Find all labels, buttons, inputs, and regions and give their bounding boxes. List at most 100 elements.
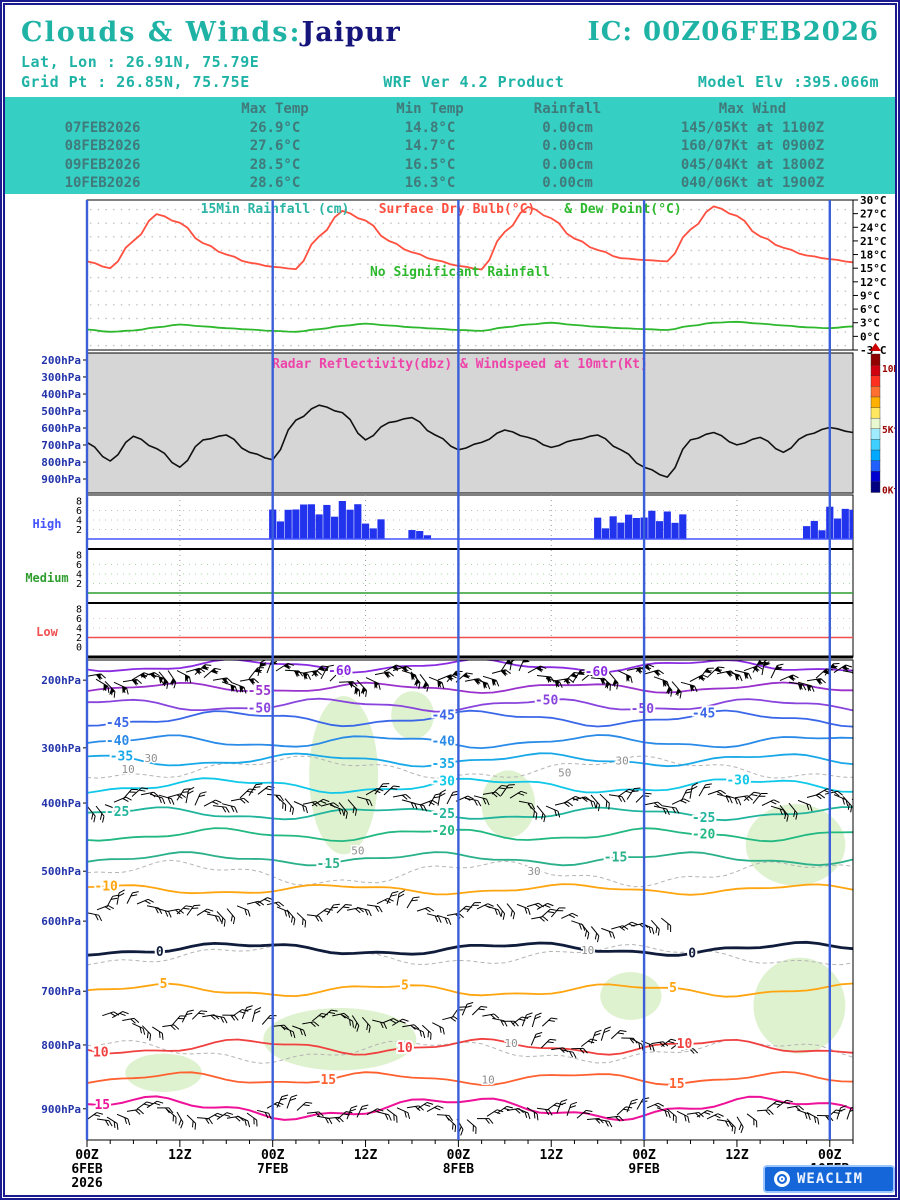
svg-text:6: 6: [76, 506, 82, 517]
svg-text:No Significant Rainfall: No Significant Rainfall: [370, 265, 550, 280]
svg-text:8: 8: [76, 605, 82, 616]
weaclim-logo-icon: [774, 1171, 790, 1187]
svg-text:5: 5: [669, 981, 677, 996]
svg-text:900hPa: 900hPa: [41, 473, 81, 486]
svg-text:High: High: [33, 517, 62, 531]
svg-text:6FEB: 6FEB: [71, 1162, 102, 1177]
table-cell: 28.6°C: [249, 175, 301, 191]
svg-text:8FEB: 8FEB: [443, 1162, 474, 1177]
svg-text:12Z: 12Z: [168, 1148, 192, 1163]
table-cell: 045/04Kt at 1800Z: [680, 156, 825, 173]
svg-text:21°C: 21°C: [860, 235, 887, 248]
svg-text:-35: -35: [110, 749, 133, 764]
svg-text:2: 2: [76, 633, 82, 644]
svg-text:10: 10: [677, 1037, 693, 1052]
svg-text:30°C: 30°C: [860, 195, 887, 207]
svg-text:15: 15: [94, 1098, 110, 1113]
svg-text:-60: -60: [585, 665, 609, 680]
init-condition-label: IC: 00Z06FEB2026: [587, 17, 879, 47]
table-cell: 07FEB2026: [64, 119, 141, 136]
table-header-cell: Max Wind: [718, 101, 787, 117]
svg-text:30: 30: [527, 865, 540, 878]
weaclim-logo: WEACLIM: [763, 1165, 895, 1193]
svg-text:10: 10: [581, 944, 594, 957]
page-title: Clouds & Winds:: [21, 17, 302, 48]
svg-text:12°C: 12°C: [860, 276, 887, 289]
table-cell: 16.3°C: [404, 175, 456, 191]
svg-text:10: 10: [481, 1073, 494, 1086]
svg-text:6: 6: [76, 560, 82, 571]
svg-text:300hPa: 300hPa: [41, 742, 81, 755]
panel-radar-wind: Radar Reflectivity(dbz) & Windspeed at 1…: [41, 343, 895, 497]
svg-text:50: 50: [558, 767, 571, 780]
svg-text:9FEB: 9FEB: [628, 1162, 659, 1177]
svg-text:600hPa: 600hPa: [41, 422, 81, 435]
table-header-cell: [5, 100, 200, 119]
svg-text:12Z: 12Z: [540, 1148, 564, 1163]
table-header-cell: Rainfall: [533, 101, 602, 117]
table-cell: 27.6°C: [249, 138, 301, 154]
svg-text:30: 30: [144, 752, 157, 765]
svg-text:4: 4: [76, 624, 82, 635]
svg-text:-40: -40: [431, 735, 455, 750]
svg-text:2026: 2026: [71, 1176, 102, 1191]
svg-text:15: 15: [669, 1077, 685, 1092]
svg-text:Surface Dry Bulb(°C): Surface Dry Bulb(°C): [379, 202, 536, 217]
svg-text:-60: -60: [328, 664, 352, 679]
svg-text:6°C: 6°C: [860, 303, 880, 316]
table-cell: 16.5°C: [404, 156, 456, 173]
panel-surface: 30°C27°C24°C21°C18°C15°C12°C9°C6°C3°C0°C…: [86, 195, 887, 357]
svg-text:Radar Reflectivity(dbz) & Wind: Radar Reflectivity(dbz) & Windspeed at 1…: [272, 357, 648, 372]
model-elv-label: Model Elv :395.066m: [697, 73, 879, 91]
svg-text:-20: -20: [692, 827, 716, 842]
svg-text:2: 2: [76, 525, 82, 536]
svg-text:00Z: 00Z: [447, 1148, 471, 1163]
svg-text:-35: -35: [431, 757, 454, 772]
svg-text:200hPa: 200hPa: [41, 354, 81, 367]
svg-text:10: 10: [121, 763, 134, 776]
svg-text:8: 8: [76, 497, 82, 508]
table-cell: 09FEB2026: [64, 156, 141, 173]
table-cell: 14.8°C: [404, 119, 456, 136]
svg-text:200hPa: 200hPa: [41, 674, 81, 687]
meteogram-chart: 30°C27°C24°C21°C18°C15°C12°C9°C6°C3°C0°C…: [25, 195, 895, 1191]
svg-text:400hPa: 400hPa: [41, 388, 81, 401]
svg-text:10: 10: [504, 1037, 517, 1050]
svg-text:800hPa: 800hPa: [41, 456, 81, 469]
weaclim-logo-text: WEACLIM: [797, 1171, 864, 1187]
svg-text:-10: -10: [94, 880, 118, 895]
svg-text:10: 10: [93, 1046, 109, 1061]
product-label: WRF Ver 4.2 Product: [383, 73, 565, 91]
svg-text:-50: -50: [248, 701, 272, 716]
svg-text:00Z: 00Z: [261, 1148, 285, 1163]
svg-text:-30: -30: [431, 774, 455, 789]
forecast-table: Max Temp Min Temp Rainfall Max Wind 07FEB202…: [5, 97, 895, 193]
svg-text:-50: -50: [535, 693, 559, 708]
svg-text:-45: -45: [692, 707, 715, 722]
svg-text:800hPa: 800hPa: [41, 1039, 81, 1052]
svg-text:00Z: 00Z: [75, 1148, 99, 1163]
table-cell: 14.7°C: [404, 138, 456, 154]
svg-text:700hPa: 700hPa: [41, 985, 81, 998]
svg-text:-25: -25: [692, 811, 715, 826]
svg-text:5: 5: [160, 977, 168, 992]
svg-text:8: 8: [76, 551, 82, 562]
svg-text:6: 6: [76, 614, 82, 625]
table-header-cell: Min Temp: [396, 101, 464, 117]
svg-text:-25: -25: [106, 805, 129, 820]
table-cell: 040/06Kt at 1900Z: [680, 175, 825, 191]
svg-text:-55: -55: [248, 684, 271, 699]
svg-text:15°C: 15°C: [860, 262, 887, 275]
table-cell: 0.00cm: [542, 119, 593, 136]
svg-text:0: 0: [76, 643, 82, 654]
svg-text:00Z: 00Z: [632, 1148, 656, 1163]
svg-text:30: 30: [616, 755, 629, 768]
table-cell: 26.9°C: [249, 119, 301, 136]
svg-text:27°C: 27°C: [860, 208, 887, 221]
svg-text:700hPa: 700hPa: [41, 439, 81, 452]
svg-text:-30: -30: [726, 774, 750, 789]
grid-pt-label: Grid Pt : 26.85N, 75.75E: [21, 73, 250, 91]
svg-text:9°C: 9°C: [860, 289, 880, 302]
